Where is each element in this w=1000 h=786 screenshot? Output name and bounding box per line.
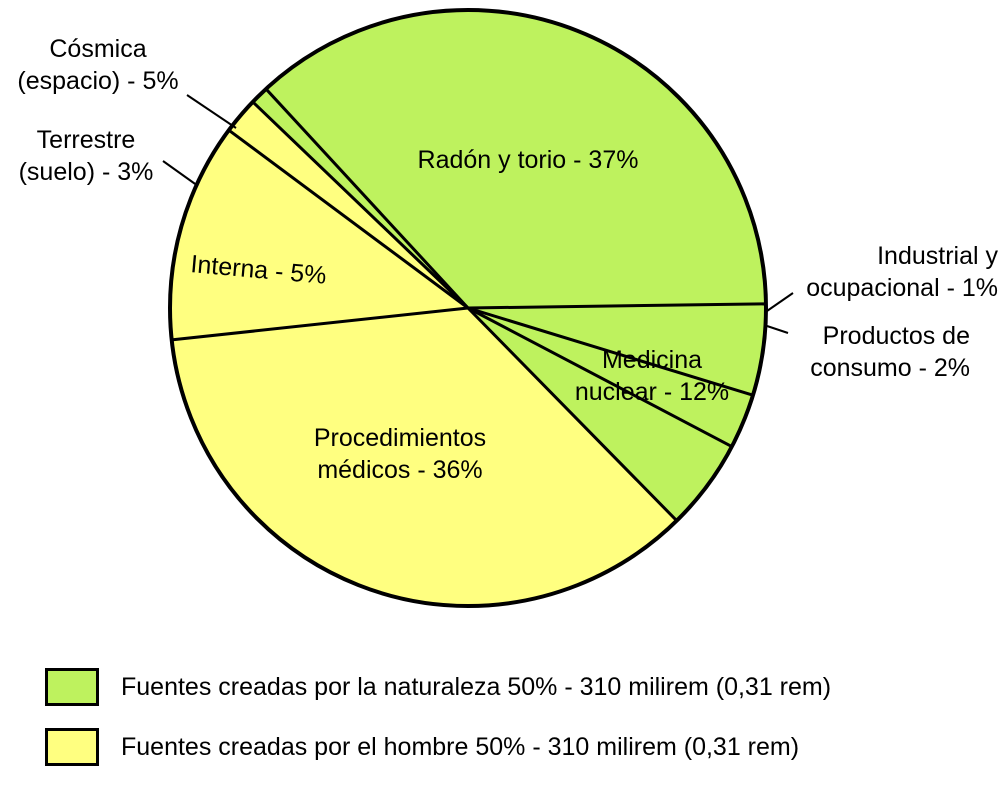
pie-slice-3	[169, 130, 468, 340]
slice-divider-0	[467, 302, 766, 310]
slice-label-6: Terrestre (suelo) - 3%	[19, 126, 154, 186]
pie-slice-5	[468, 308, 732, 521]
slice-label-4: Procedimientos médicos - 36%	[314, 424, 486, 484]
slice-divider-2	[251, 100, 470, 310]
legend-item-natural: Fuentes creadas por la naturaleza 50% - …	[45, 668, 831, 706]
slice-label-2: Productos de consumo - 2%	[810, 322, 970, 382]
slice-divider-3	[227, 129, 469, 310]
pie-slice-4	[171, 308, 677, 607]
legend-item-man-made: Fuentes creadas por el hombre 50% - 310 …	[45, 728, 799, 766]
pie-outline	[168, 8, 768, 608]
slice-divider-6	[467, 306, 733, 448]
pie-slice-2	[228, 101, 468, 308]
slice-divider-7	[467, 306, 754, 397]
leader-line-2	[766, 325, 789, 334]
legend-label-natural: Fuentes creadas por la naturaleza 50% - …	[121, 672, 832, 701]
pie-slice-7	[468, 303, 766, 396]
slice-divider-4	[171, 306, 469, 342]
slice-label-0: Radón y torio - 37%	[418, 146, 639, 174]
legend-swatch-natural	[45, 668, 99, 706]
leader-lines	[162, 94, 794, 334]
pie-slices	[169, 10, 766, 607]
legend-label-man-made: Fuentes creadas por el hombre 50% - 310 …	[121, 732, 800, 761]
leader-line-1	[766, 292, 794, 312]
leader-line-6	[162, 160, 199, 187]
pie-slice-6	[468, 308, 753, 447]
slice-label-7: Cósmica (espacio) - 5%	[17, 35, 178, 95]
slice-label-1: Industrial y ocupacional - 1%	[806, 242, 998, 302]
pie-slice-1	[252, 88, 468, 309]
pie-dividers	[171, 87, 766, 522]
legend-swatch-man-made	[45, 728, 99, 766]
slice-divider-5	[466, 306, 678, 522]
slice-divider-1	[264, 87, 470, 310]
leader-line-7	[186, 94, 237, 129]
slice-label-3: Medicina nuclear - 12%	[575, 346, 729, 406]
pie-slice-0	[265, 10, 766, 308]
